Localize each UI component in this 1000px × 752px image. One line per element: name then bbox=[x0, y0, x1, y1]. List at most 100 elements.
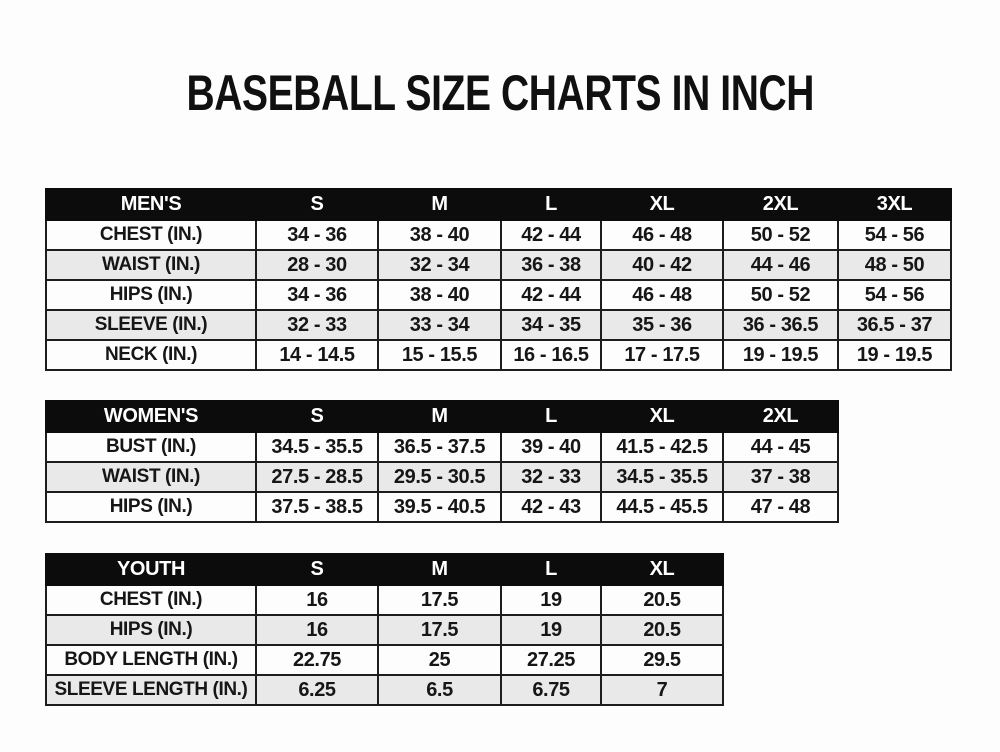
size-value-cell: 40 - 42 bbox=[600, 249, 724, 281]
size-value-cell: 32 - 33 bbox=[255, 309, 379, 341]
size-header-cell: M bbox=[377, 400, 502, 433]
size-header-cell: 2XL bbox=[722, 188, 839, 221]
group-header-cell: WOMEN'S bbox=[45, 400, 257, 433]
page-title-text: BASEBALL SIZE CHARTS IN INCH bbox=[186, 65, 814, 121]
size-value-cell: 17.5 bbox=[377, 614, 502, 646]
measurement-label: CHEST (IN.) bbox=[45, 219, 257, 251]
size-value-cell: 36 - 36.5 bbox=[722, 309, 839, 341]
size-value-cell: 36.5 - 37.5 bbox=[377, 431, 502, 463]
size-header-cell: XL bbox=[600, 553, 724, 586]
size-value-cell: 32 - 34 bbox=[377, 249, 502, 281]
size-value-cell: 38 - 40 bbox=[377, 219, 502, 251]
size-value-cell: 37 - 38 bbox=[722, 461, 839, 493]
size-value-cell: 15 - 15.5 bbox=[377, 339, 502, 371]
mens-size-table: MEN'S S M L XL 2XL 3XL CHEST (IN.) 34 - 36 38 - 4… bbox=[45, 188, 952, 371]
size-value-cell: 16 - 16.5 bbox=[500, 339, 602, 371]
measurement-row: SLEEVE LENGTH (IN.) 6.25 6.5 6.75 7 bbox=[45, 674, 724, 706]
measurement-label: BUST (IN.) bbox=[45, 431, 257, 463]
size-value-cell: 29.5 bbox=[600, 644, 724, 676]
size-header-cell: L bbox=[500, 188, 602, 221]
size-value-cell: 17 - 17.5 bbox=[600, 339, 724, 371]
size-header-cell: S bbox=[255, 400, 379, 433]
measurement-label: SLEEVE LENGTH (IN.) bbox=[45, 674, 257, 706]
size-value-cell: 27.25 bbox=[500, 644, 602, 676]
size-value-cell: 22.75 bbox=[255, 644, 379, 676]
measurement-label: WAIST (IN.) bbox=[45, 461, 257, 493]
measurement-label: SLEEVE (IN.) bbox=[45, 309, 257, 341]
measurement-label: BODY LENGTH (IN.) bbox=[45, 644, 257, 676]
size-value-cell: 50 - 52 bbox=[722, 279, 839, 311]
size-value-cell: 36.5 - 37 bbox=[837, 309, 952, 341]
size-header-cell: M bbox=[377, 553, 502, 586]
size-value-cell: 44 - 46 bbox=[722, 249, 839, 281]
size-value-cell: 19 - 19.5 bbox=[837, 339, 952, 371]
size-value-cell: 44.5 - 45.5 bbox=[600, 491, 724, 523]
size-value-cell: 25 bbox=[377, 644, 502, 676]
size-value-cell: 32 - 33 bbox=[500, 461, 602, 493]
size-value-cell: 42 - 43 bbox=[500, 491, 602, 523]
header-row: WOMEN'S S M L XL 2XL bbox=[45, 400, 839, 433]
size-header-cell: XL bbox=[600, 188, 724, 221]
size-header-cell: S bbox=[255, 188, 379, 221]
measurement-label: CHEST (IN.) bbox=[45, 584, 257, 616]
header-row: YOUTH S M L XL bbox=[45, 553, 724, 586]
size-value-cell: 34 - 35 bbox=[500, 309, 602, 341]
size-value-cell: 19 - 19.5 bbox=[722, 339, 839, 371]
measurement-row: BODY LENGTH (IN.) 22.75 25 27.25 29.5 bbox=[45, 644, 724, 676]
size-value-cell: 34.5 - 35.5 bbox=[255, 431, 379, 463]
size-value-cell: 47 - 48 bbox=[722, 491, 839, 523]
measurement-row: CHEST (IN.) 34 - 36 38 - 40 42 - 44 46 - 48 5… bbox=[45, 219, 952, 251]
page-title: BASEBALL SIZE CHARTS IN INCH bbox=[0, 68, 1000, 118]
group-header-cell: YOUTH bbox=[45, 553, 257, 586]
size-value-cell: 42 - 44 bbox=[500, 279, 602, 311]
size-value-cell: 46 - 48 bbox=[600, 279, 724, 311]
measurement-label: NECK (IN.) bbox=[45, 339, 257, 371]
measurement-row: SLEEVE (IN.) 32 - 33 33 - 34 34 - 35 35 - 36… bbox=[45, 309, 952, 341]
size-value-cell: 54 - 56 bbox=[837, 279, 952, 311]
size-value-cell: 34.5 - 35.5 bbox=[600, 461, 724, 493]
size-value-cell: 29.5 - 30.5 bbox=[377, 461, 502, 493]
size-value-cell: 16 bbox=[255, 614, 379, 646]
size-value-cell: 6.5 bbox=[377, 674, 502, 706]
size-value-cell: 16 bbox=[255, 584, 379, 616]
measurement-row: HIPS (IN.) 16 17.5 19 20.5 bbox=[45, 614, 724, 646]
size-value-cell: 46 - 48 bbox=[600, 219, 724, 251]
size-value-cell: 27.5 - 28.5 bbox=[255, 461, 379, 493]
size-header-cell: 3XL bbox=[837, 188, 952, 221]
measurement-row: HIPS (IN.) 37.5 - 38.5 39.5 - 40.5 42 - 43 4… bbox=[45, 491, 839, 523]
size-value-cell: 34 - 36 bbox=[255, 219, 379, 251]
size-value-cell: 39.5 - 40.5 bbox=[377, 491, 502, 523]
size-value-cell: 34 - 36 bbox=[255, 279, 379, 311]
size-value-cell: 37.5 - 38.5 bbox=[255, 491, 379, 523]
measurement-row: HIPS (IN.) 34 - 36 38 - 40 42 - 44 46 - 48 50… bbox=[45, 279, 952, 311]
size-header-cell: S bbox=[255, 553, 379, 586]
size-value-cell: 44 - 45 bbox=[722, 431, 839, 463]
size-header-cell: 2XL bbox=[722, 400, 839, 433]
measurement-label: HIPS (IN.) bbox=[45, 614, 257, 646]
measurement-row: NECK (IN.) 14 - 14.5 15 - 15.5 16 - 16.5 17 … bbox=[45, 339, 952, 371]
size-value-cell: 35 - 36 bbox=[600, 309, 724, 341]
measurement-row: WAIST (IN.) 27.5 - 28.5 29.5 - 30.5 32 - 33… bbox=[45, 461, 839, 493]
measurement-row: BUST (IN.) 34.5 - 35.5 36.5 - 37.5 39 - 40 4… bbox=[45, 431, 839, 463]
size-header-cell: L bbox=[500, 400, 602, 433]
measurement-row: WAIST (IN.) 28 - 30 32 - 34 36 - 38 40 - 42 4… bbox=[45, 249, 952, 281]
size-value-cell: 42 - 44 bbox=[500, 219, 602, 251]
size-header-cell: M bbox=[377, 188, 502, 221]
measurement-label: HIPS (IN.) bbox=[45, 491, 257, 523]
measurement-label: HIPS (IN.) bbox=[45, 279, 257, 311]
measurement-label: WAIST (IN.) bbox=[45, 249, 257, 281]
size-value-cell: 41.5 - 42.5 bbox=[600, 431, 724, 463]
size-value-cell: 17.5 bbox=[377, 584, 502, 616]
size-value-cell: 38 - 40 bbox=[377, 279, 502, 311]
womens-size-table: WOMEN'S S M L XL 2XL BUST (IN.) 34.5 - 35.5 36.5… bbox=[45, 400, 839, 523]
header-row: MEN'S S M L XL 2XL 3XL bbox=[45, 188, 952, 221]
size-value-cell: 48 - 50 bbox=[837, 249, 952, 281]
measurement-row: CHEST (IN.) 16 17.5 19 20.5 bbox=[45, 584, 724, 616]
size-value-cell: 14 - 14.5 bbox=[255, 339, 379, 371]
size-value-cell: 36 - 38 bbox=[500, 249, 602, 281]
size-value-cell: 6.25 bbox=[255, 674, 379, 706]
size-value-cell: 6.75 bbox=[500, 674, 602, 706]
size-value-cell: 19 bbox=[500, 614, 602, 646]
size-header-cell: L bbox=[500, 553, 602, 586]
